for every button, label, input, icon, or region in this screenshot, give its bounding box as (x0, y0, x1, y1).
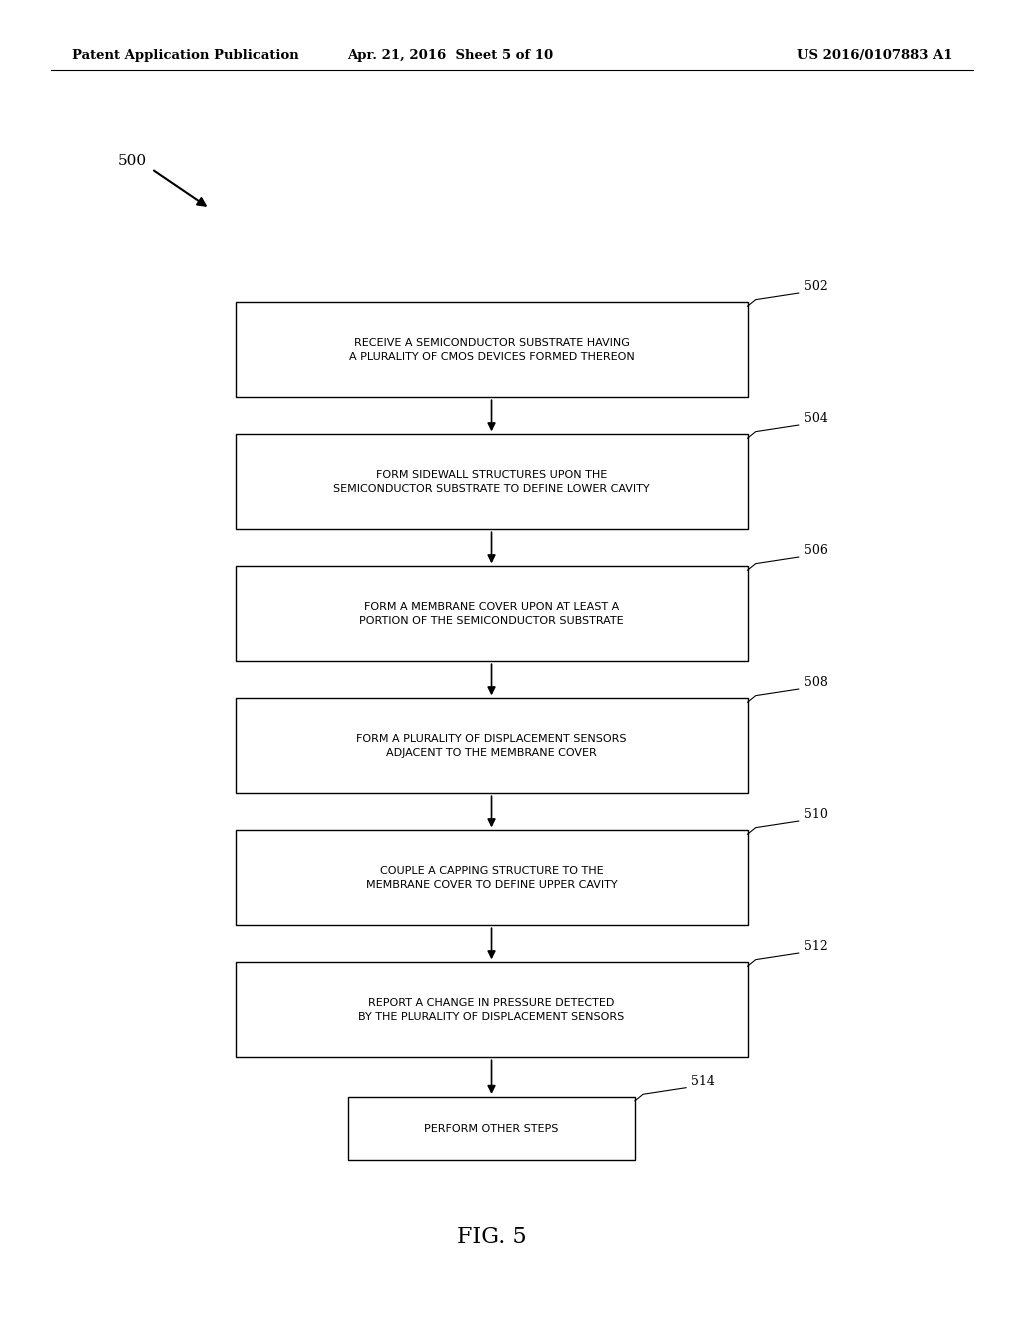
FancyBboxPatch shape (236, 302, 748, 397)
FancyBboxPatch shape (236, 830, 748, 925)
Text: FIG. 5: FIG. 5 (457, 1226, 526, 1247)
Text: 504: 504 (804, 412, 827, 425)
Text: US 2016/0107883 A1: US 2016/0107883 A1 (797, 49, 952, 62)
Text: 508: 508 (804, 676, 827, 689)
Text: Apr. 21, 2016  Sheet 5 of 10: Apr. 21, 2016 Sheet 5 of 10 (347, 49, 554, 62)
Text: 512: 512 (804, 940, 827, 953)
Text: 502: 502 (804, 280, 827, 293)
Text: Patent Application Publication: Patent Application Publication (72, 49, 298, 62)
Text: 500: 500 (118, 154, 146, 168)
FancyBboxPatch shape (236, 698, 748, 793)
Text: 510: 510 (804, 808, 827, 821)
Text: FORM A PLURALITY OF DISPLACEMENT SENSORS
ADJACENT TO THE MEMBRANE COVER: FORM A PLURALITY OF DISPLACEMENT SENSORS… (356, 734, 627, 758)
Text: FORM A MEMBRANE COVER UPON AT LEAST A
PORTION OF THE SEMICONDUCTOR SUBSTRATE: FORM A MEMBRANE COVER UPON AT LEAST A PO… (359, 602, 624, 626)
FancyBboxPatch shape (236, 962, 748, 1057)
Text: PERFORM OTHER STEPS: PERFORM OTHER STEPS (424, 1123, 559, 1134)
Text: COUPLE A CAPPING STRUCTURE TO THE
MEMBRANE COVER TO DEFINE UPPER CAVITY: COUPLE A CAPPING STRUCTURE TO THE MEMBRA… (366, 866, 617, 890)
Text: REPORT A CHANGE IN PRESSURE DETECTED
BY THE PLURALITY OF DISPLACEMENT SENSORS: REPORT A CHANGE IN PRESSURE DETECTED BY … (358, 998, 625, 1022)
Text: 514: 514 (691, 1074, 715, 1088)
FancyBboxPatch shape (236, 566, 748, 661)
FancyBboxPatch shape (348, 1097, 635, 1160)
Text: 506: 506 (804, 544, 827, 557)
FancyBboxPatch shape (236, 434, 748, 529)
Text: FORM SIDEWALL STRUCTURES UPON THE
SEMICONDUCTOR SUBSTRATE TO DEFINE LOWER CAVITY: FORM SIDEWALL STRUCTURES UPON THE SEMICO… (333, 470, 650, 494)
Text: RECEIVE A SEMICONDUCTOR SUBSTRATE HAVING
A PLURALITY OF CMOS DEVICES FORMED THER: RECEIVE A SEMICONDUCTOR SUBSTRATE HAVING… (348, 338, 635, 362)
